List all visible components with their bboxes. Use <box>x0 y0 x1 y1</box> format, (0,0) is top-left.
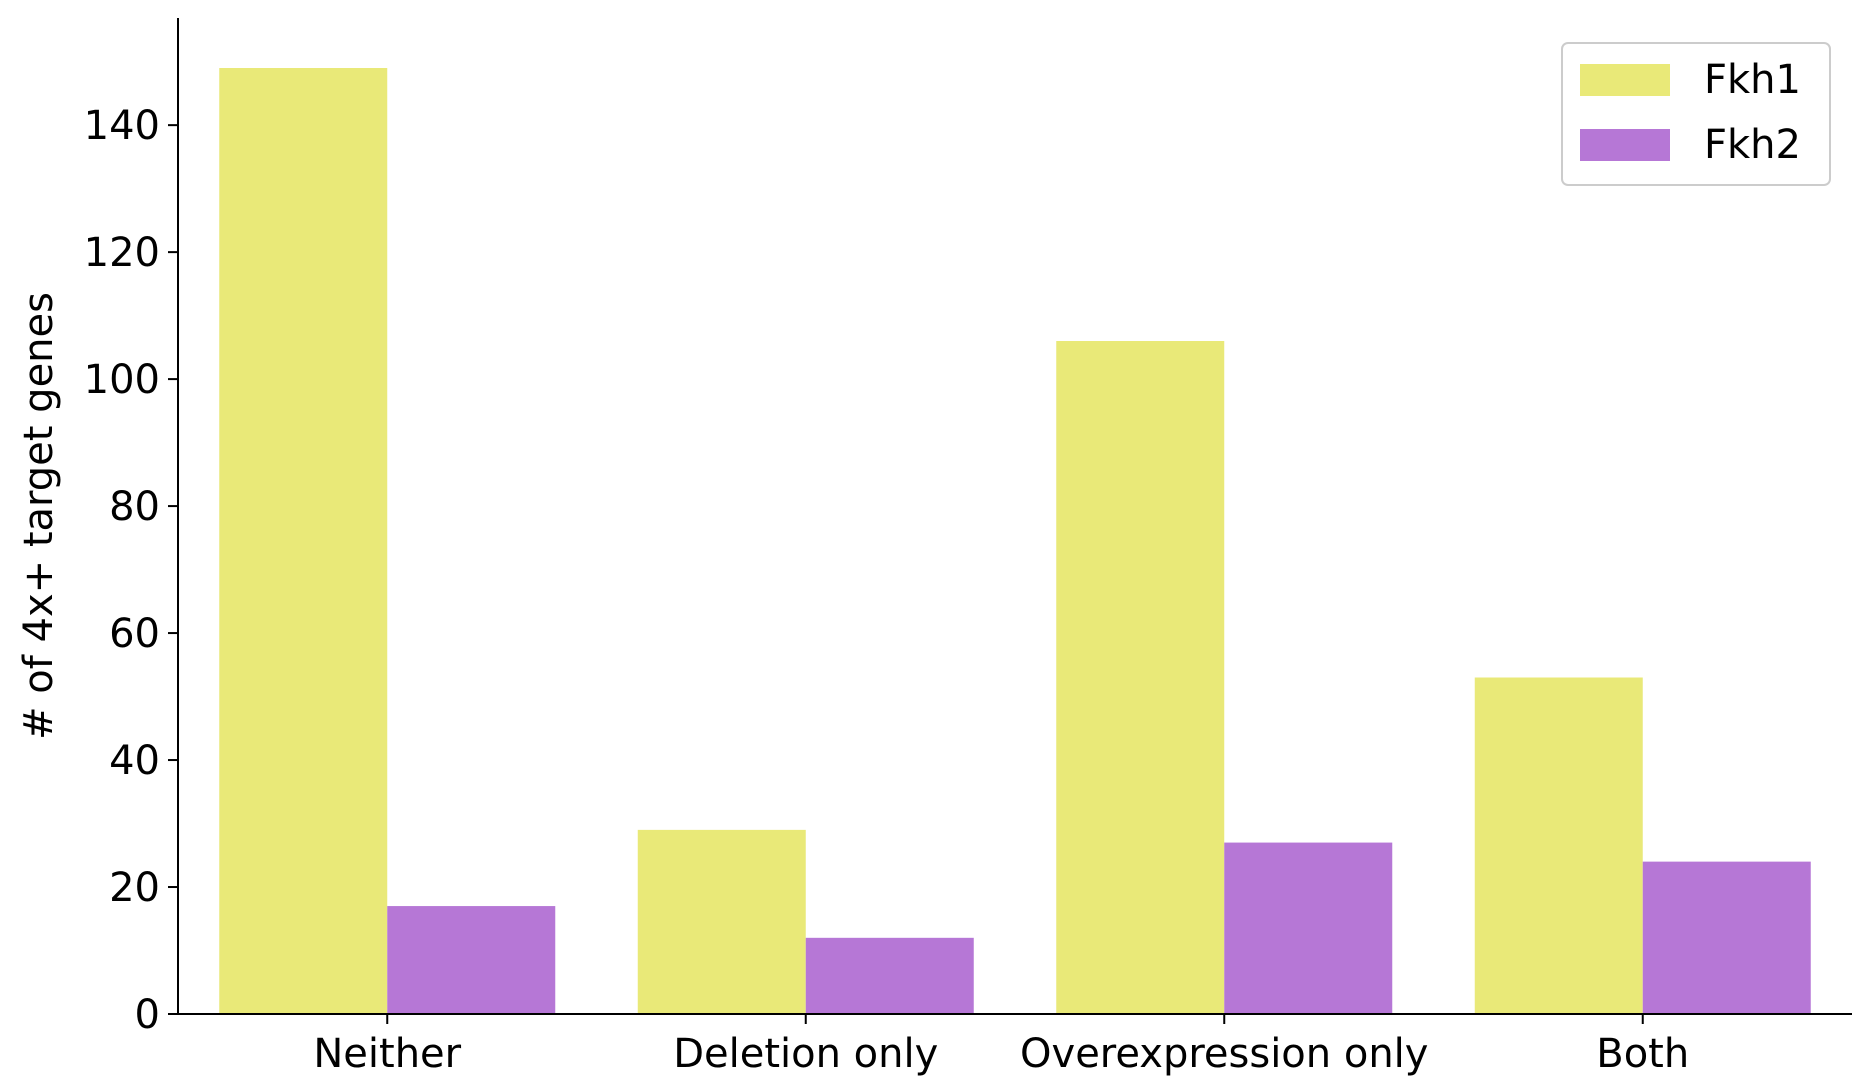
x-ticks: Neither Deletion only Overexpression only B… <box>313 1014 1689 1077</box>
y-tick-label: 120 <box>84 230 160 276</box>
y-ticks: 0 20 40 60 80 100 120 140 <box>84 103 178 1038</box>
x-tick-label: Overexpression only <box>1020 1031 1428 1077</box>
bar-fkh1-both <box>1474 677 1643 1014</box>
legend-label-fkh2: Fkh2 <box>1704 122 1801 168</box>
y-tick-label: 40 <box>109 738 160 784</box>
y-tick-label: 20 <box>109 865 160 911</box>
x-tick-label: Deletion only <box>673 1031 938 1077</box>
y-axis-label: # of 4x+ target genes <box>16 292 62 740</box>
legend: Fkh1 Fkh2 <box>1561 42 1831 186</box>
bar-fkh1-neither <box>219 68 388 1014</box>
x-tick-label: Neither <box>313 1031 461 1077</box>
x-tick-label: Both <box>1596 1031 1689 1077</box>
axes-layer <box>177 18 1852 1015</box>
legend-swatch-fkh1 <box>1580 64 1670 96</box>
y-tick-label: 0 <box>135 992 160 1038</box>
bar-fkh2-overexpression-only <box>1224 842 1393 1014</box>
y-tick-label: 80 <box>109 484 160 530</box>
y-tick-label: 140 <box>84 103 160 149</box>
bar-fkh1-overexpression-only <box>1056 341 1225 1014</box>
bar-fkh1-deletion-only <box>637 829 806 1014</box>
legend-swatch-fkh2 <box>1580 129 1670 161</box>
bars-layer <box>219 68 1811 1014</box>
y-tick-label: 60 <box>109 611 160 657</box>
bar-fkh2-neither <box>387 906 556 1014</box>
bar-fkh2-both <box>1642 861 1811 1014</box>
bar-fkh2-deletion-only <box>805 937 974 1014</box>
legend-label-fkh1: Fkh1 <box>1704 57 1801 103</box>
y-tick-label: 100 <box>84 357 160 403</box>
